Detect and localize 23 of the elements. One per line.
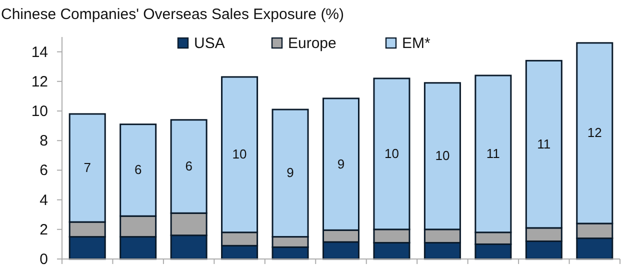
y-tick-label: 14 [31, 44, 48, 61]
data-label: 9 [286, 165, 294, 180]
data-label: 6 [185, 158, 192, 174]
chart-title: Chinese Companies' Overseas Sales Exposure (%) [1, 6, 344, 23]
legend-label: Europe [288, 35, 336, 52]
data-label: 10 [232, 146, 247, 162]
data-label: 11 [486, 146, 500, 161]
y-tick-label: 2 [40, 221, 48, 238]
data-label: 10 [384, 146, 399, 161]
y-tick-label: 12 [31, 73, 48, 90]
data-label: 10 [435, 148, 450, 164]
y-tick-label: 8 [40, 132, 48, 150]
y-tick-label: 0 [40, 251, 48, 268]
data-label: 6 [134, 162, 142, 178]
data-label: 12 [587, 125, 602, 140]
y-tick-label: 6 [40, 162, 48, 180]
legend-label: EM* [402, 35, 430, 52]
data-label: 9 [337, 156, 345, 172]
y-tick-label: 10 [31, 103, 48, 120]
y-tick-label: 4 [40, 192, 48, 209]
data-label: 7 [84, 160, 91, 175]
legend-label: USA [194, 35, 225, 52]
data-label: 11 [537, 136, 551, 152]
